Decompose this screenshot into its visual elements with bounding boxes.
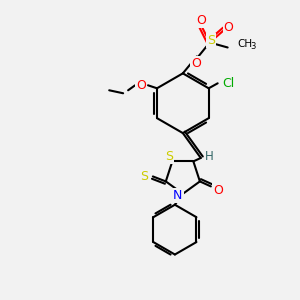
Text: O: O	[224, 21, 234, 34]
Text: Cl: Cl	[223, 77, 235, 90]
Text: CH: CH	[238, 40, 253, 50]
Text: H: H	[205, 151, 214, 164]
Text: N: N	[173, 189, 183, 202]
Text: O: O	[213, 184, 223, 197]
Text: O: O	[136, 79, 146, 92]
Text: S: S	[207, 34, 215, 47]
Text: S: S	[140, 170, 148, 183]
Text: O: O	[196, 14, 206, 27]
Text: 3: 3	[250, 42, 256, 51]
Text: O: O	[191, 57, 201, 70]
Text: S: S	[165, 150, 173, 163]
